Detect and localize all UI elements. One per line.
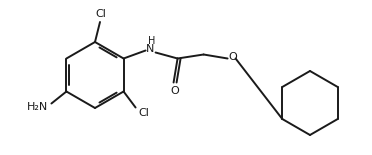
Text: Cl: Cl bbox=[96, 9, 106, 19]
Text: Cl: Cl bbox=[138, 108, 149, 117]
Text: H₂N: H₂N bbox=[27, 102, 48, 111]
Text: O: O bbox=[228, 53, 237, 62]
Text: N: N bbox=[145, 44, 154, 53]
Text: O: O bbox=[170, 86, 179, 95]
Text: H: H bbox=[148, 36, 155, 46]
